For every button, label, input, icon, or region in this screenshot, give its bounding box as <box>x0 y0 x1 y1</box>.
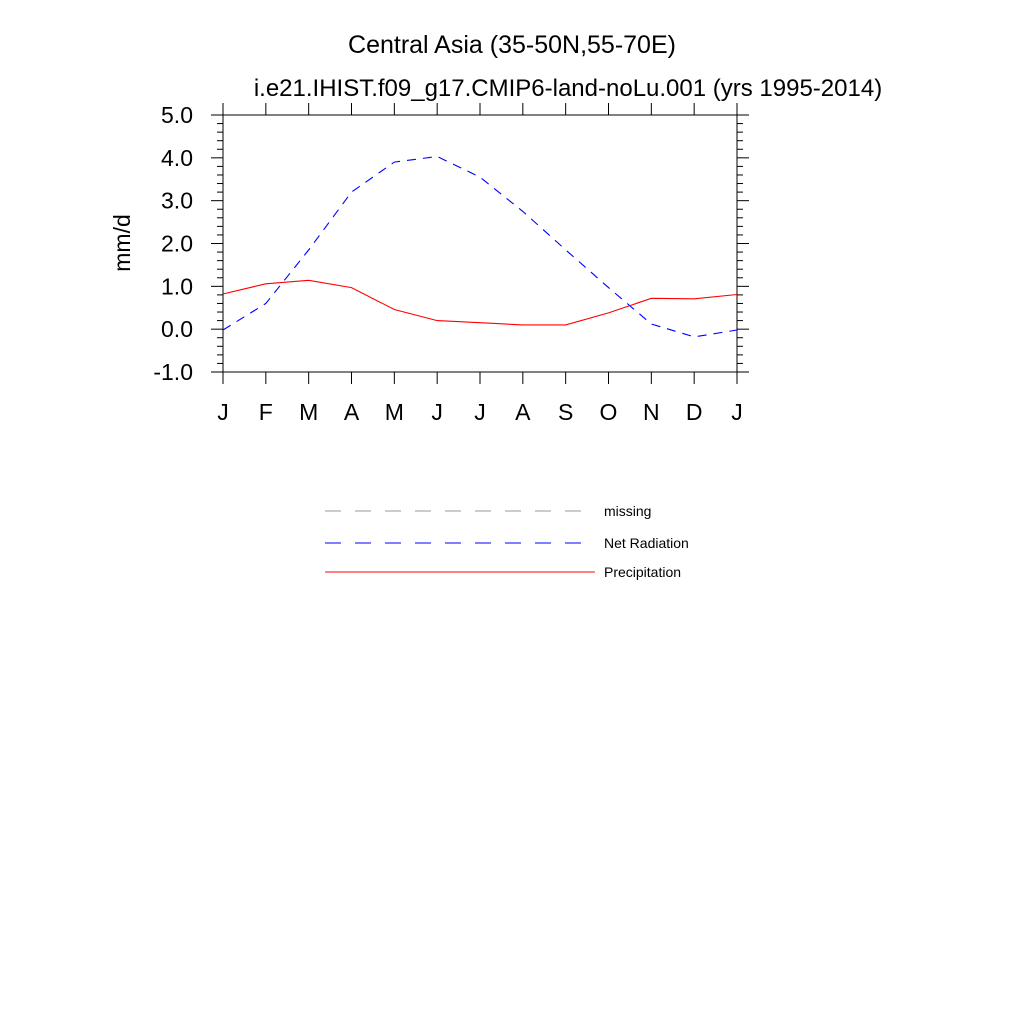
y-tick-label: 5.0 <box>161 102 193 128</box>
x-tick-label: F <box>259 399 273 425</box>
series-line-net-radiation <box>222 155 738 338</box>
x-tick-label: J <box>731 399 743 425</box>
x-tick-label: O <box>600 399 618 425</box>
x-tick-label: J <box>474 399 486 425</box>
y-axis-label: mm/d <box>109 214 135 272</box>
y-tick-label: 0.0 <box>161 316 193 342</box>
y-tick-label: -1.0 <box>153 359 193 385</box>
plot-frame <box>222 114 738 373</box>
x-tick-label: M <box>385 399 404 425</box>
x-tick-label: A <box>515 399 531 425</box>
y-tick-label: 3.0 <box>161 188 193 214</box>
x-tick-label: N <box>643 399 660 425</box>
x-tick-label: M <box>299 399 318 425</box>
legend-label: Precipitation <box>604 564 681 580</box>
legend: missing Net Radiation Precipitation <box>325 503 689 580</box>
chart-subtitle: i.e21.IHIST.f09_g17.CMIP6-land-noLu.001 … <box>254 75 882 102</box>
x-tick-label: J <box>217 399 229 425</box>
series-line-precipitation <box>222 279 738 326</box>
x-tick-label: A <box>344 399 360 425</box>
y-tick-label: 2.0 <box>161 231 193 257</box>
plot-area: -1.00.01.02.03.04.05.0J F M A M J J A S O N D J <box>153 102 749 425</box>
y-tick-label: 1.0 <box>161 273 193 299</box>
y-tick-label: 4.0 <box>161 145 193 171</box>
x-tick-label: J <box>431 399 443 425</box>
x-tick-label: D <box>686 399 703 425</box>
chart-title: Central Asia (35-50N,55-70E) <box>348 31 676 59</box>
legend-label: Net Radiation <box>604 535 689 551</box>
legend-label: missing <box>604 503 651 519</box>
x-tick-label: S <box>558 399 573 425</box>
